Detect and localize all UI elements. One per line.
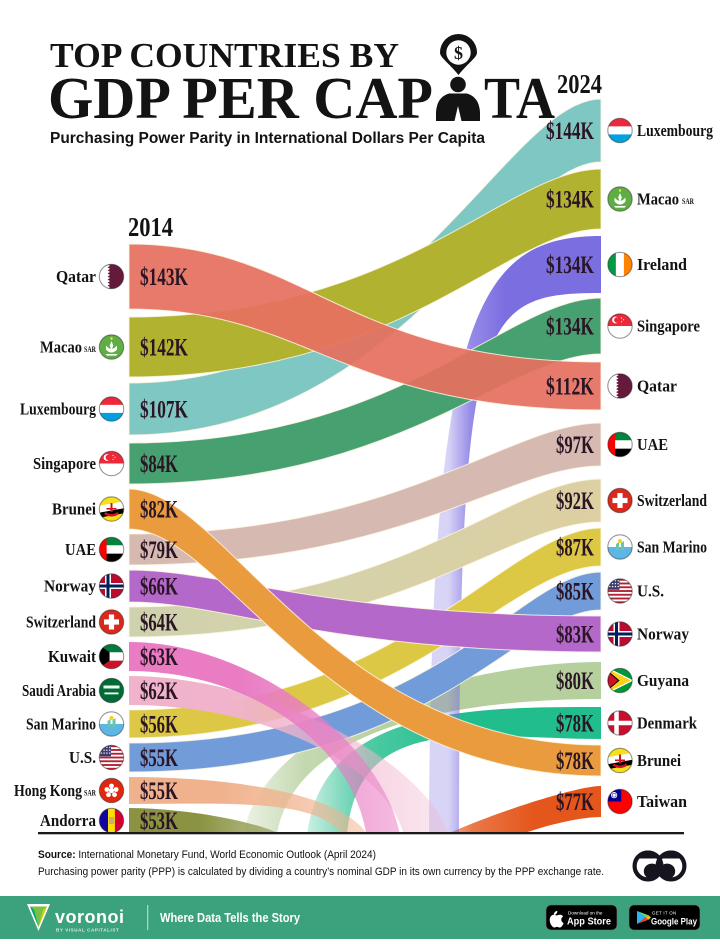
svg-text:$92K: $92K	[556, 488, 594, 515]
svg-text:UAE: UAE	[637, 435, 668, 454]
svg-text:$62K: $62K	[140, 678, 178, 705]
svg-text:Luxembourg: Luxembourg	[20, 400, 96, 419]
svg-text:$: $	[454, 43, 463, 63]
svg-text:Download on the: Download on the	[568, 911, 603, 916]
svg-text:Google Play: Google Play	[651, 917, 698, 928]
svg-text:TOP COUNTRIES BY: TOP COUNTRIES BY	[50, 36, 399, 75]
svg-text:2024: 2024	[557, 69, 602, 99]
svg-text:SAR: SAR	[84, 345, 96, 354]
svg-text:$107K: $107K	[140, 397, 188, 424]
svg-text:Hong Kong: Hong Kong	[14, 781, 82, 800]
svg-text:$78K: $78K	[556, 748, 594, 775]
svg-text:San Marino: San Marino	[637, 538, 707, 557]
svg-text:Macao: Macao	[637, 190, 679, 209]
svg-text:$134K: $134K	[546, 252, 594, 279]
svg-text:TA: TA	[484, 65, 555, 131]
svg-text:GET IT ON: GET IT ON	[652, 911, 677, 916]
svg-text:$134K: $134K	[546, 187, 594, 214]
svg-text:Singapore: Singapore	[33, 454, 96, 473]
svg-text:App Store: App Store	[567, 917, 611, 928]
svg-text:$84K: $84K	[140, 451, 178, 478]
svg-text:Switzerland: Switzerland	[26, 613, 96, 632]
svg-text:Singapore: Singapore	[637, 317, 700, 336]
svg-text:Purchasing power parity (PPP): Purchasing power parity (PPP) is calcula…	[38, 866, 604, 878]
svg-text:$56K: $56K	[140, 712, 178, 739]
svg-text:Purchasing Power Parity in Int: Purchasing Power Parity in International…	[50, 130, 485, 147]
svg-text:$85K: $85K	[556, 579, 594, 606]
svg-text:San Marino: San Marino	[26, 715, 96, 734]
svg-text:SAR: SAR	[84, 789, 96, 798]
svg-text:UAE: UAE	[65, 540, 96, 559]
svg-text:$55K: $55K	[140, 745, 178, 772]
svg-text:voronoi: voronoi	[55, 907, 125, 927]
svg-text:$82K: $82K	[140, 497, 178, 524]
svg-text:Source: International Monetary: Source: International Monetary Fund, Wor…	[38, 849, 376, 861]
svg-text:$53K: $53K	[140, 808, 178, 835]
svg-text:Qatar: Qatar	[637, 377, 677, 396]
svg-text:$80K: $80K	[556, 668, 594, 695]
svg-text:$77K: $77K	[556, 789, 594, 816]
svg-text:$142K: $142K	[140, 335, 188, 362]
svg-text:$63K: $63K	[140, 644, 178, 671]
svg-text:$64K: $64K	[140, 610, 178, 637]
svg-text:U.S.: U.S.	[69, 748, 96, 767]
svg-text:BY VISUAL CAPITALIST: BY VISUAL CAPITALIST	[56, 928, 119, 933]
svg-text:GDP PER CAP: GDP PER CAP	[48, 65, 433, 131]
svg-text:Andorra: Andorra	[40, 811, 96, 830]
svg-text:$134K: $134K	[546, 314, 594, 341]
svg-text:$66K: $66K	[140, 574, 178, 601]
svg-text:$97K: $97K	[556, 432, 594, 459]
svg-text:Norway: Norway	[44, 577, 96, 596]
svg-text:Guyana: Guyana	[637, 671, 689, 690]
svg-text:Qatar: Qatar	[56, 267, 96, 286]
svg-text:Where Data Tells the Story: Where Data Tells the Story	[160, 911, 300, 925]
svg-text:Ireland: Ireland	[637, 255, 687, 274]
svg-text:Brunei: Brunei	[637, 751, 681, 770]
svg-text:$55K: $55K	[140, 778, 178, 805]
svg-text:Macao: Macao	[40, 338, 82, 357]
svg-text:Saudi Arabia: Saudi Arabia	[22, 681, 96, 700]
svg-text:U.S.: U.S.	[637, 582, 664, 601]
svg-text:Norway: Norway	[637, 625, 689, 644]
svg-text:$83K: $83K	[556, 622, 594, 649]
svg-text:Luxembourg: Luxembourg	[637, 121, 713, 140]
svg-text:Denmark: Denmark	[637, 714, 697, 733]
svg-text:$87K: $87K	[556, 535, 594, 562]
svg-text:$79K: $79K	[140, 537, 178, 564]
svg-text:Switzerland: Switzerland	[637, 491, 707, 510]
svg-text:Brunei: Brunei	[52, 500, 96, 519]
svg-text:$78K: $78K	[556, 711, 594, 738]
svg-text:Taiwan: Taiwan	[637, 792, 688, 811]
svg-text:Kuwait: Kuwait	[48, 647, 96, 666]
svg-text:2014: 2014	[128, 212, 173, 242]
svg-text:$143K: $143K	[140, 264, 188, 291]
svg-text:$144K: $144K	[546, 118, 594, 145]
svg-text:$112K: $112K	[546, 374, 594, 401]
svg-text:SAR: SAR	[682, 197, 694, 206]
